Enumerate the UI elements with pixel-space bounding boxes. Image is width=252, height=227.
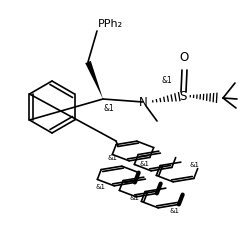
Text: &1: &1 xyxy=(140,160,150,166)
Text: PPh₂: PPh₂ xyxy=(98,19,123,29)
Text: N: N xyxy=(139,96,147,109)
Polygon shape xyxy=(85,62,103,100)
Text: &1: &1 xyxy=(108,154,118,160)
Text: &1: &1 xyxy=(169,207,179,213)
Text: &1: &1 xyxy=(104,104,115,113)
Text: &1: &1 xyxy=(130,194,140,200)
Text: &1: &1 xyxy=(190,161,200,167)
Text: S: S xyxy=(179,90,187,103)
Text: &1: &1 xyxy=(95,183,105,189)
Text: O: O xyxy=(180,51,189,64)
Text: &1: &1 xyxy=(161,76,172,85)
